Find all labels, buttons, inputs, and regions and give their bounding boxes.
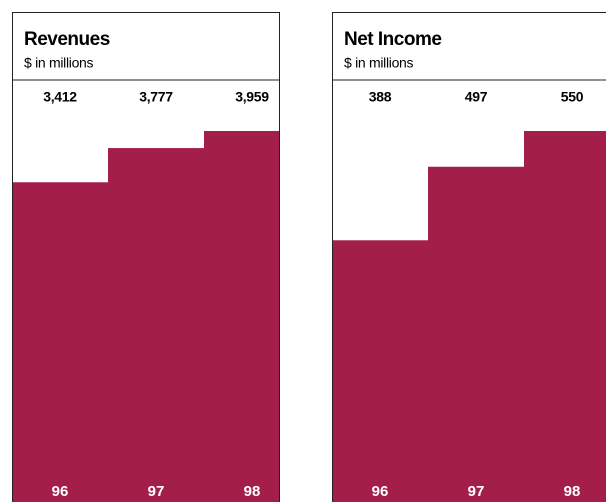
chart-subtitle: $ in millions	[24, 55, 94, 71]
chart-panel: 3,412 96 3,777 97 3,959 98 Revenues $ in millio…	[12, 12, 280, 502]
data-label: 550	[561, 89, 584, 105]
bars	[12, 131, 280, 502]
x-tick-label: 98	[564, 483, 581, 500]
data-label: 3,412	[43, 89, 77, 105]
x-tick-label: 97	[468, 483, 485, 500]
bar	[428, 166, 524, 502]
x-tick-label: 98	[244, 483, 261, 500]
bar	[524, 131, 606, 502]
panel-border	[12, 12, 280, 502]
x-tick-label: 96	[52, 483, 69, 500]
bar	[12, 182, 108, 502]
chart-title: Net Income	[344, 29, 441, 50]
bar	[332, 240, 428, 502]
data-label: 497	[465, 89, 488, 105]
chart-title: Revenues	[24, 29, 110, 50]
data-label: 3,777	[139, 89, 173, 105]
data-label: 3,959	[235, 89, 269, 105]
bar	[204, 131, 280, 502]
x-tick-label: 96	[372, 483, 389, 500]
chart-subtitle: $ in millions	[344, 55, 414, 71]
data-label: 388	[369, 89, 392, 105]
bar	[108, 148, 204, 502]
x-tick-label: 97	[148, 483, 165, 500]
bars	[332, 131, 606, 502]
panel-border	[332, 12, 606, 502]
chart-panel: 388 96 497 97 550 98 Net Income $ in millions	[332, 12, 606, 502]
